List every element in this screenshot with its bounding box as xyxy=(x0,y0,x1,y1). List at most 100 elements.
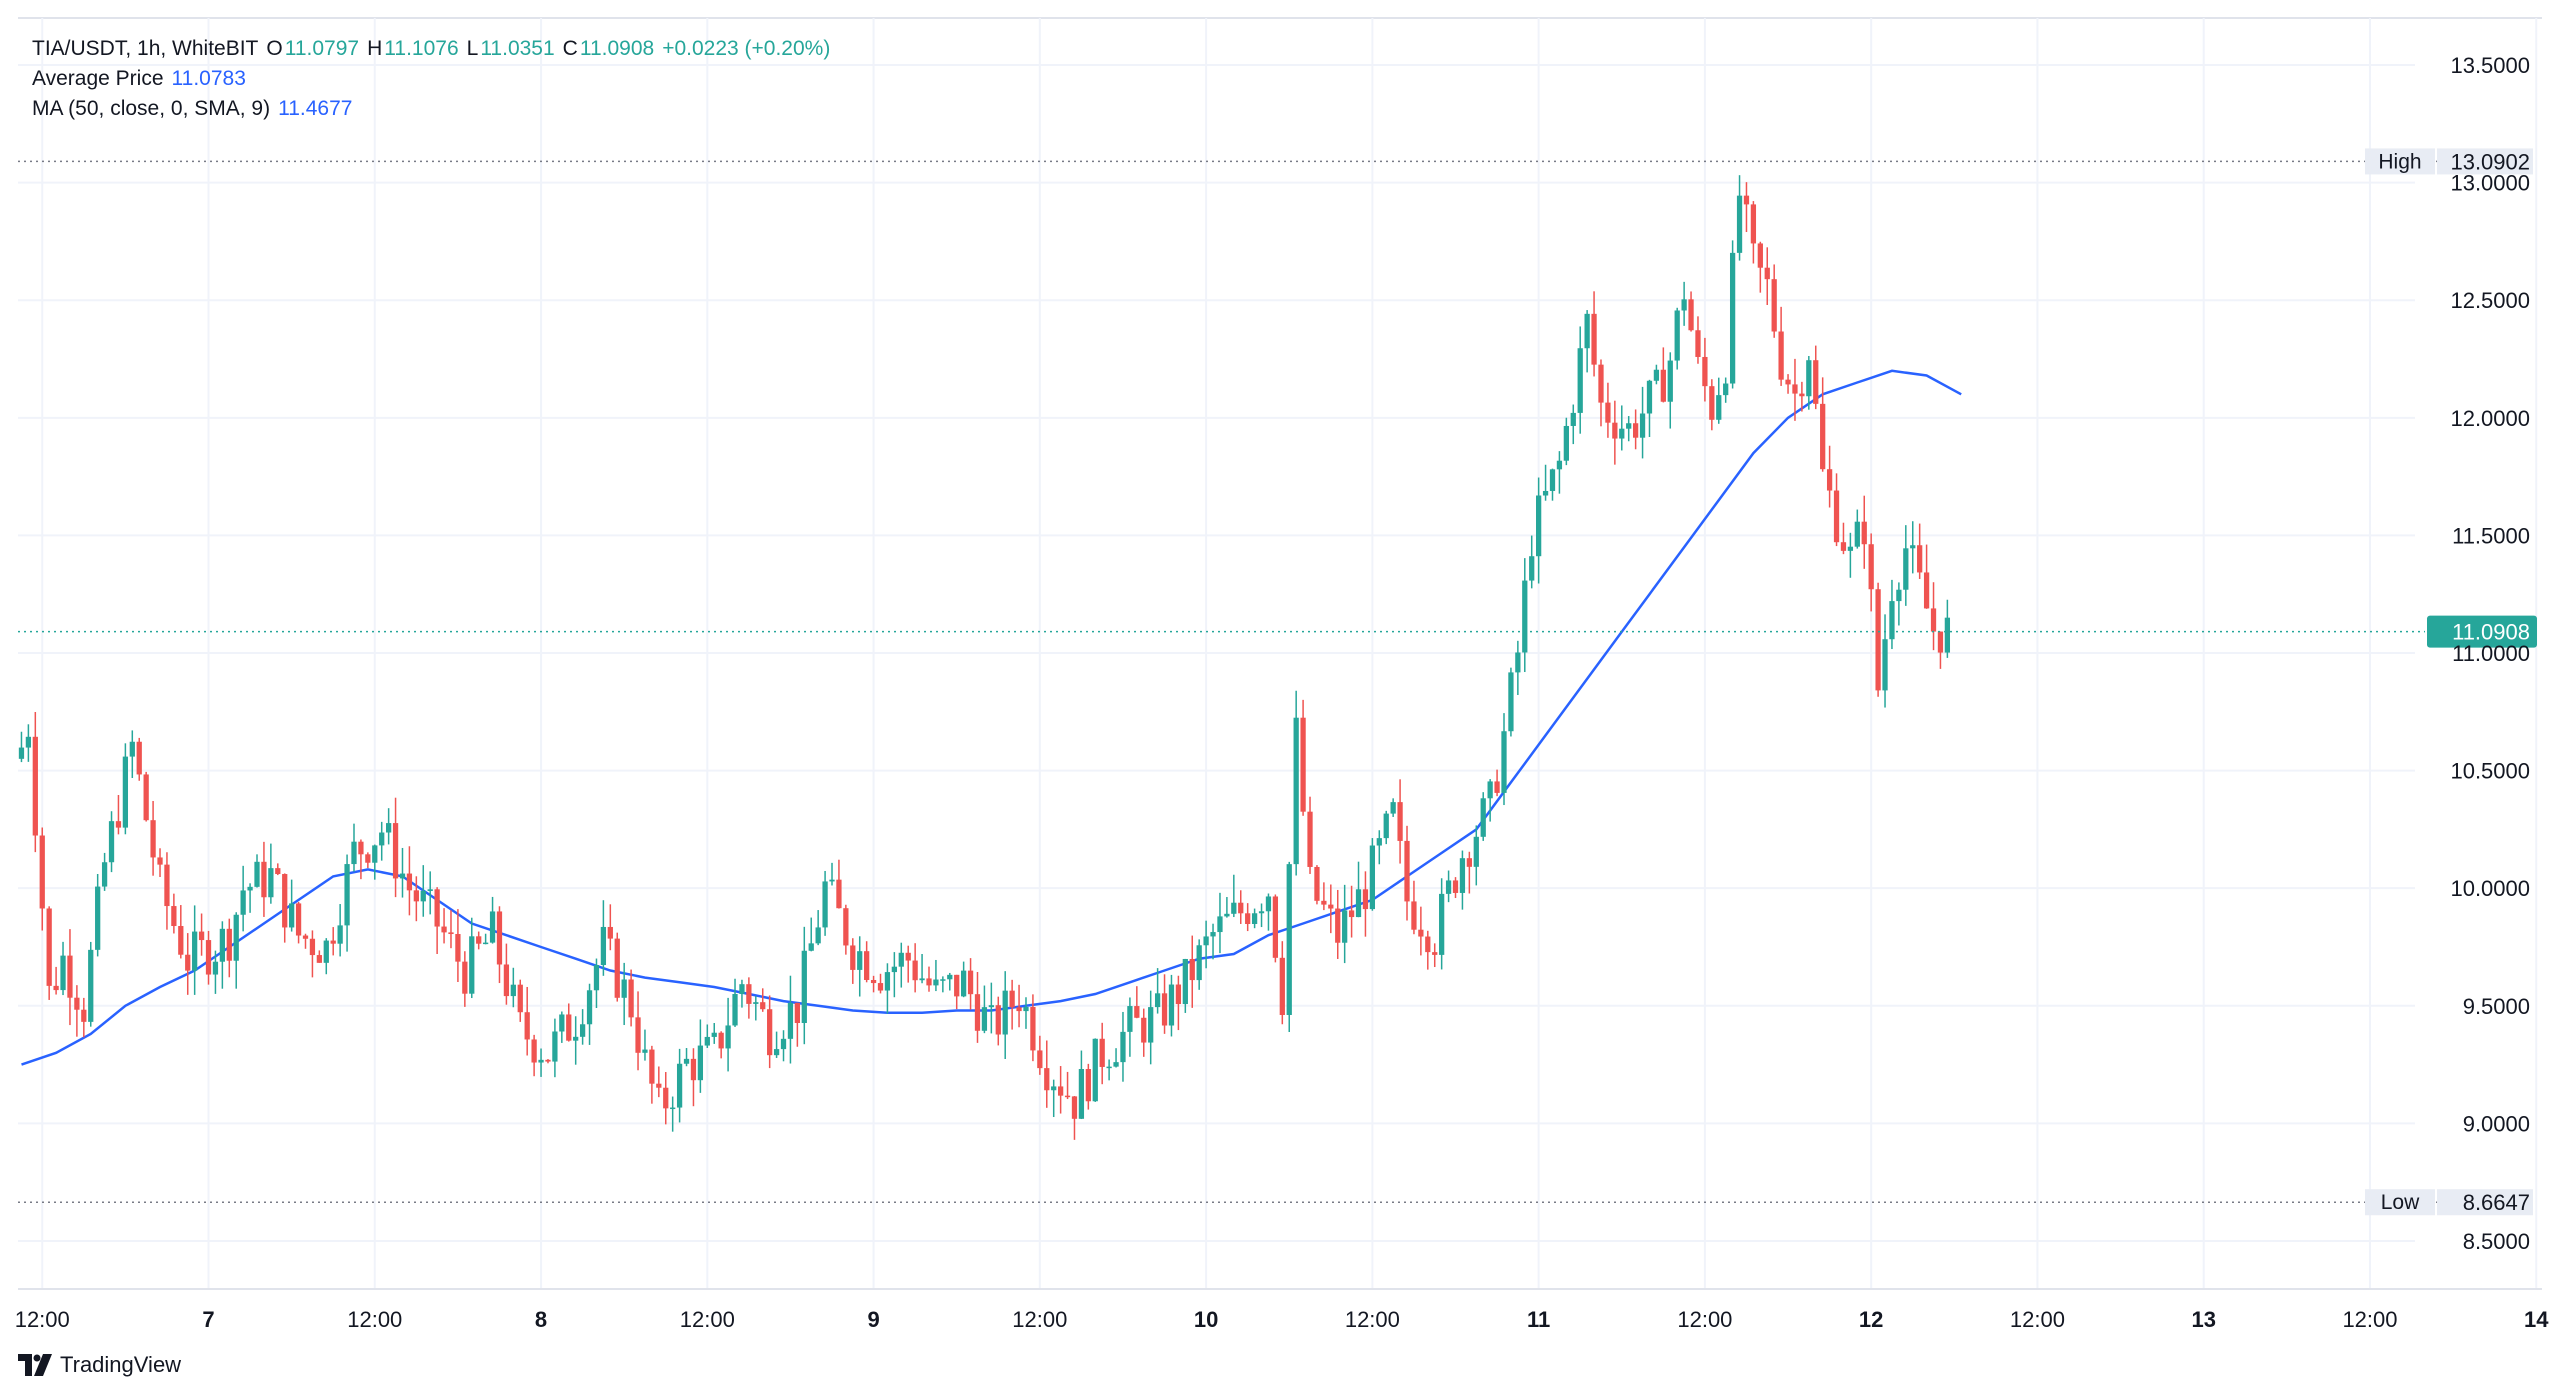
candle-body xyxy=(967,970,974,995)
candle-body xyxy=(198,931,205,941)
candle-body xyxy=(337,925,343,944)
candle-body xyxy=(857,951,863,970)
candle-body xyxy=(1549,469,1556,491)
price-axis[interactable]: 13.5000 13.0000 12.5000 12.0000 11.5000 11.00… xyxy=(2450,53,2530,1254)
candle-body xyxy=(185,954,191,971)
candle-body xyxy=(289,903,295,928)
candle-body xyxy=(60,955,66,991)
candle-body xyxy=(822,881,828,928)
candle-body xyxy=(1889,601,1895,640)
candle-body xyxy=(690,1058,697,1081)
x-tick-label: 13 xyxy=(2191,1307,2215,1332)
candle-body xyxy=(302,935,309,939)
candle-body xyxy=(1785,379,1791,385)
candle-body xyxy=(566,1014,572,1041)
candle-body xyxy=(268,868,274,898)
candle-body xyxy=(1051,1086,1057,1091)
candle-body xyxy=(1009,990,1015,1008)
candle-body xyxy=(1515,652,1521,673)
symbol-label[interactable]: TIA/USDT, 1h, WhiteBIT xyxy=(32,37,259,60)
candle-body xyxy=(1660,369,1666,402)
candle-body xyxy=(1002,990,1008,1035)
reference-value: 8.6647 xyxy=(2463,1190,2530,1215)
candle-body xyxy=(711,1032,717,1037)
candle-body xyxy=(503,964,510,997)
y-tick-label: 9.5000 xyxy=(2463,994,2530,1019)
candle-body xyxy=(1439,893,1445,955)
candle-body xyxy=(1778,331,1784,380)
candle-body xyxy=(330,940,336,944)
last-price-tag xyxy=(2427,615,2537,648)
candle-body xyxy=(1300,717,1306,812)
candle-body xyxy=(1695,330,1701,357)
ma-indicator-row[interactable]: MA (50, close, 0, SMA, 9) 11.4677 xyxy=(32,94,830,124)
y-tick-label: 10.0000 xyxy=(2450,876,2530,901)
candle-body xyxy=(746,984,752,1004)
candle-body xyxy=(1383,813,1389,839)
candle-body xyxy=(1743,195,1750,205)
candle-body xyxy=(157,857,163,865)
candle-body xyxy=(870,979,877,984)
candle-body xyxy=(808,943,814,951)
x-tick-label: 12:00 xyxy=(347,1307,402,1332)
candle-body xyxy=(559,1014,565,1032)
low-value: L11.0351 xyxy=(466,37,555,60)
candle-body xyxy=(621,979,627,998)
reference-label-bg xyxy=(2365,1189,2435,1216)
candle-body xyxy=(1071,1096,1078,1119)
candle-body xyxy=(1175,984,1182,1005)
candle-body xyxy=(1820,403,1826,470)
x-tick-label: 12:00 xyxy=(2342,1307,2397,1332)
y-tick-label: 13.0000 xyxy=(2450,171,2530,196)
candle-body xyxy=(1674,310,1680,361)
candle-body xyxy=(787,1002,794,1039)
candle-body xyxy=(1120,1031,1126,1063)
candle-body xyxy=(136,741,142,775)
y-tick-label: 12.5000 xyxy=(2450,288,2530,313)
ohlc-row: TIA/USDT, 1h, WhiteBIT O11.0797 H11.1076… xyxy=(32,34,830,64)
change-value: +0.0223 (+0.20%) xyxy=(662,37,831,60)
candle-body xyxy=(1168,984,1175,1026)
candle-body xyxy=(1321,900,1327,905)
candle-body xyxy=(1099,1038,1105,1067)
candle-body xyxy=(593,965,600,991)
candle-body xyxy=(226,928,232,961)
candle-body xyxy=(489,911,496,943)
average-price-row[interactable]: Average Price 11.0783 xyxy=(32,64,830,94)
x-tick-label: 8 xyxy=(535,1307,547,1332)
time-axis[interactable]: 12:00 7 12:00 8 12:00 9 12:00 10 12:00 11 12:00 12 1… xyxy=(15,1288,2550,1332)
candle-body xyxy=(1037,1050,1043,1069)
candle-body xyxy=(212,961,219,975)
candle-body xyxy=(1854,521,1860,547)
tradingview-branding[interactable]: TradingView xyxy=(18,1352,181,1378)
candle-body xyxy=(1487,781,1493,799)
candle-body xyxy=(379,832,385,846)
candle-body xyxy=(1307,811,1313,867)
candle-body xyxy=(1584,313,1590,349)
candle-body xyxy=(1362,889,1369,910)
candle-body xyxy=(372,845,378,863)
candle-body xyxy=(1729,252,1736,384)
candle-body xyxy=(1016,1007,1022,1012)
candle-body xyxy=(1764,267,1770,280)
candle-body xyxy=(517,984,523,1013)
candle-body xyxy=(1217,916,1223,933)
candle-body xyxy=(254,861,260,887)
candle-body xyxy=(1127,1006,1133,1032)
candle-body xyxy=(1639,413,1646,438)
candle-body xyxy=(1840,542,1847,551)
candle-body xyxy=(850,945,856,970)
candle-body xyxy=(1529,556,1535,581)
candle-body xyxy=(164,864,170,907)
candle-body xyxy=(247,886,253,891)
candle-body xyxy=(427,889,433,891)
candle-body xyxy=(462,961,468,994)
candle-body xyxy=(1723,383,1729,396)
candle-body xyxy=(67,955,73,998)
candle-body xyxy=(1917,545,1923,573)
candle-body xyxy=(25,736,32,748)
open-value: O11.0797 xyxy=(266,37,360,60)
candle-body xyxy=(663,1087,669,1109)
candle-body xyxy=(1681,299,1687,311)
